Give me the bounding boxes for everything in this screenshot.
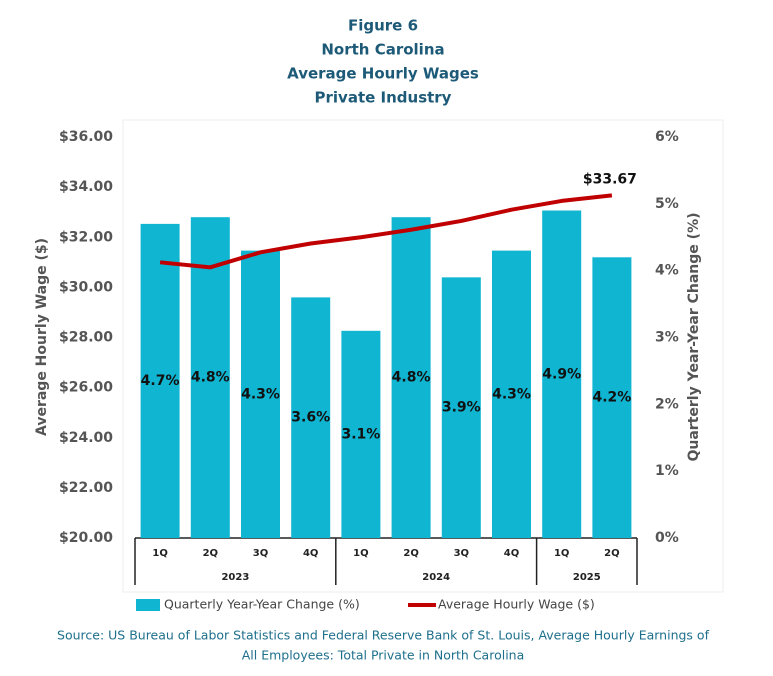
x-tick-label: 1Q <box>152 548 167 559</box>
chart-title: Private Industry <box>315 89 452 107</box>
chart-title: Average Hourly Wages <box>287 65 479 83</box>
x-group-label: 2023 <box>221 572 249 583</box>
x-group-label: 2025 <box>573 572 601 583</box>
y2-tick-label: 0% <box>655 530 679 546</box>
y-tick-label: $34.00 <box>59 179 113 195</box>
x-tick-label: 3Q <box>454 548 469 559</box>
bar <box>492 250 531 538</box>
y2-tick-label: 3% <box>655 330 679 346</box>
y2-tick-label: 6% <box>655 129 679 145</box>
source-note: All Employees: Total Private in North Ca… <box>242 648 525 663</box>
y2-tick-label: 4% <box>655 263 679 279</box>
legend-label: Average Hourly Wage ($) <box>438 597 595 612</box>
y2-tick-label: 1% <box>655 463 679 479</box>
bar <box>140 223 180 538</box>
data-label: 3.9% <box>442 400 481 416</box>
data-label: 4.3% <box>492 386 531 402</box>
chart-title: North Carolina <box>321 41 444 59</box>
bar <box>542 210 582 538</box>
data-label: 4.8% <box>392 370 431 386</box>
x-tick-label: 3Q <box>253 548 268 559</box>
y-tick-label: $28.00 <box>59 330 113 346</box>
x-tick-label: 1Q <box>554 548 569 559</box>
data-label: 3.1% <box>341 426 380 442</box>
y-tick-label: $26.00 <box>59 380 113 396</box>
y-tick-label: $30.00 <box>59 279 113 295</box>
bar <box>441 277 481 538</box>
bar <box>291 297 331 538</box>
line <box>159 193 613 270</box>
data-label: 4.7% <box>141 373 180 389</box>
bar <box>241 250 280 538</box>
data-label: 3.6% <box>291 410 330 426</box>
source-note: Source: US Bureau of Labor Statistics an… <box>57 628 710 643</box>
y-axis-title: Average Hourly Wage ($) <box>34 238 50 436</box>
data-label: 4.9% <box>542 366 581 382</box>
chart-title: Figure 6 <box>348 17 418 35</box>
bar <box>341 330 381 538</box>
x-tick-label: 2Q <box>203 548 218 559</box>
y-tick-label: $32.00 <box>59 229 113 245</box>
bar <box>391 217 431 538</box>
x-group-label: 2024 <box>422 572 450 583</box>
x-tick-label: 4Q <box>504 548 519 559</box>
data-label: 4.8% <box>191 370 230 386</box>
legend-swatch <box>136 599 160 611</box>
y2-tick-label: 5% <box>655 196 679 212</box>
y-tick-label: $36.00 <box>59 129 113 145</box>
bar <box>190 217 230 538</box>
y2-axis-title: Quarterly Year-Year Change (%) <box>686 212 702 461</box>
x-tick-label: 2Q <box>604 548 619 559</box>
data-label: 4.2% <box>592 390 631 406</box>
y-tick-label: $24.00 <box>59 430 113 446</box>
plot-frame <box>122 119 724 593</box>
x-tick-label: 2Q <box>403 548 418 559</box>
y2-tick-label: 2% <box>655 396 679 412</box>
legend-label: Quarterly Year-Year Change (%) <box>164 597 360 612</box>
y-tick-label: $22.00 <box>59 480 113 496</box>
x-tick-label: 1Q <box>353 548 368 559</box>
y-tick-label: $20.00 <box>59 530 113 546</box>
data-label: $33.67 <box>583 171 637 187</box>
bar <box>592 257 632 538</box>
data-label: 4.3% <box>241 386 280 402</box>
x-tick-label: 4Q <box>303 548 318 559</box>
